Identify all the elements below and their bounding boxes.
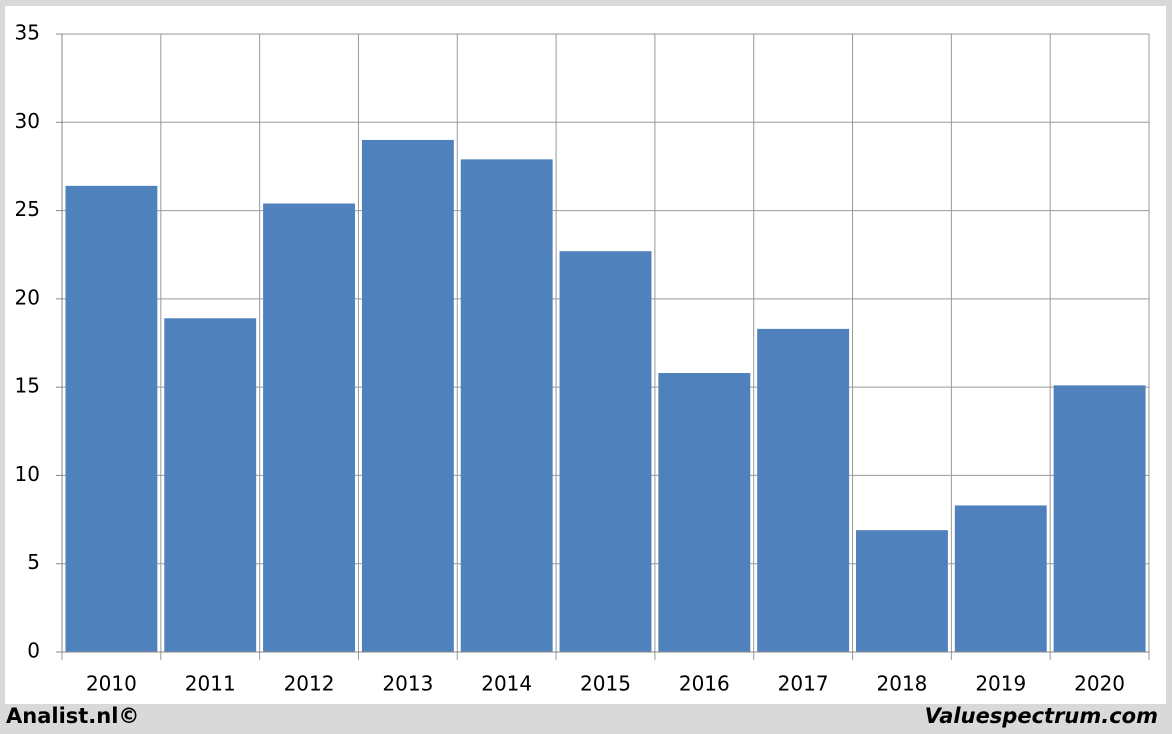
x-tick-label: 2011 — [185, 672, 236, 696]
y-tick-label: 20 — [15, 285, 40, 309]
bar — [658, 373, 751, 652]
bar — [263, 203, 355, 652]
y-tick-label: 25 — [15, 197, 40, 221]
bar — [361, 139, 454, 652]
bar — [559, 251, 652, 652]
y-tick-label: 30 — [15, 109, 40, 133]
x-tick-label: 2010 — [86, 672, 137, 696]
y-tick-label: 5 — [27, 550, 40, 574]
y-tick-label: 15 — [15, 374, 40, 398]
bar — [65, 185, 158, 652]
x-tick-label: 2016 — [679, 672, 730, 696]
y-tick-label: 10 — [15, 462, 40, 486]
bar — [954, 505, 1047, 652]
x-tick-label: 2020 — [1074, 672, 1125, 696]
x-tick-label: 2014 — [481, 672, 532, 696]
y-tick-label: 0 — [27, 639, 40, 663]
bar — [164, 318, 257, 652]
x-tick-label: 2015 — [580, 672, 631, 696]
x-tick-label: 2017 — [778, 672, 829, 696]
bar — [1053, 385, 1146, 652]
x-tick-label: 2013 — [382, 672, 433, 696]
x-tick-label: 2012 — [284, 672, 335, 696]
y-tick-label: 35 — [15, 21, 40, 45]
bar — [856, 530, 948, 652]
x-tick-label: 2019 — [975, 672, 1026, 696]
source-label: Analist.nl© — [6, 704, 139, 728]
x-tick-label: 2018 — [877, 672, 928, 696]
bar — [460, 159, 553, 652]
bar — [757, 328, 850, 652]
credit-label: Valuespectrum.com — [925, 704, 1158, 728]
